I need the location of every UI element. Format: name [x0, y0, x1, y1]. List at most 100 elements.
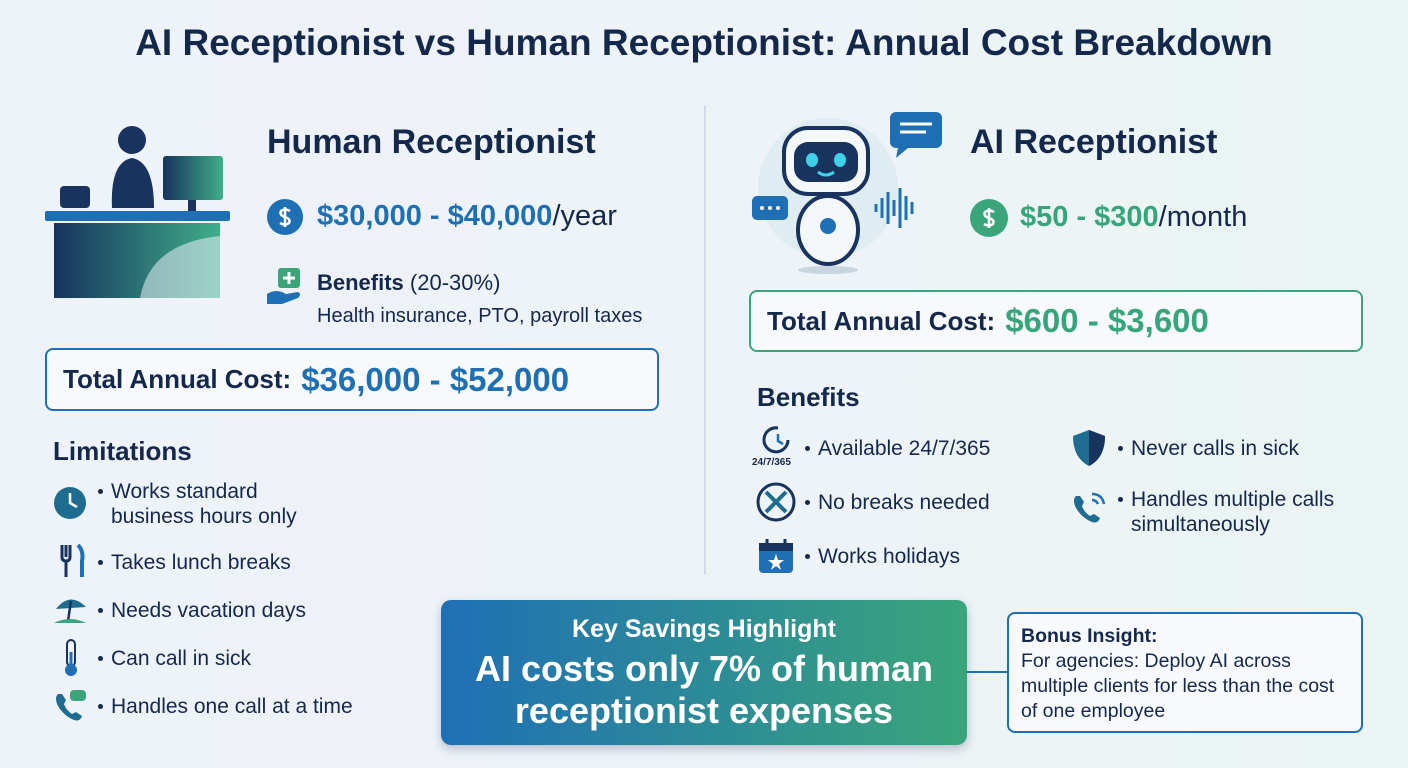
icon-shape [267, 291, 300, 304]
clock-icon [54, 487, 86, 519]
benefit-text: Handles multiple calls simultaneously [1131, 488, 1335, 536]
bullet [1118, 446, 1123, 451]
limitation-text: Needs vacation days [111, 599, 306, 622]
heading: Human Receptionist [267, 123, 596, 161]
icon-shape [900, 122, 932, 134]
benefit: No breaks needed [805, 490, 990, 515]
limitation-text: Can call in sick [111, 647, 252, 670]
limitation-text: Takes lunch breaks [111, 551, 291, 574]
benefit-text: Works holidays [818, 545, 960, 568]
bullet [98, 489, 103, 494]
thermometer-icon [65, 639, 77, 676]
icon-shape [768, 206, 772, 210]
price: $50 - $300/month [1020, 201, 1247, 234]
benefit: Works holidays [805, 544, 960, 569]
limitation: Works standard business hours only [98, 479, 328, 529]
icon-shape [56, 694, 82, 721]
icon-shape [188, 200, 196, 212]
icon-shape [76, 543, 85, 577]
icon-shape [1074, 496, 1100, 523]
icon-shape [794, 142, 858, 182]
divider [704, 105, 706, 575]
price-amount: $50 - $300 [1020, 201, 1159, 233]
icon-shape [279, 207, 291, 227]
limitation: Takes lunch breaks [98, 550, 291, 575]
insight-text: For agencies: Deploy AI across multiple … [1021, 650, 1335, 722]
connector [967, 671, 1007, 673]
no-break-icon [756, 482, 796, 522]
icon-shape [68, 493, 78, 509]
icon-shape [874, 188, 914, 228]
icon-shape [806, 153, 818, 167]
icon-shape [760, 206, 764, 210]
total-label: Total Annual Cost: [63, 364, 292, 394]
bullet [98, 608, 103, 613]
icon-shape [140, 236, 220, 298]
price-unit: /month [1158, 201, 1248, 233]
phone-icon [56, 690, 86, 721]
bullet [1118, 497, 1123, 502]
highlight-label: Key Savings Highlight [572, 615, 836, 643]
multi-call-icon [1074, 492, 1106, 523]
price-unit: /year [552, 200, 617, 232]
human-illustration [45, 126, 230, 298]
icon-shape [118, 126, 146, 154]
bullet [805, 554, 810, 559]
benefit: Never calls in sick [1118, 436, 1299, 461]
robot-illustration [752, 112, 942, 274]
icon-shape [283, 272, 295, 284]
icon-shape [65, 664, 77, 676]
bullet [805, 500, 810, 505]
icon-shape [163, 156, 223, 200]
benefits-icon [267, 268, 300, 304]
benefit: Available 24/7/365 [805, 436, 990, 461]
benefits-detail: Health insurance, PTO, payroll taxes [317, 305, 643, 327]
cutlery-icon [60, 543, 85, 577]
bullet [98, 704, 103, 709]
icon-shape [776, 206, 780, 210]
icon-shape [762, 426, 790, 454]
calendar-icon [759, 539, 793, 573]
insight-label: Bonus Insight: [1021, 625, 1158, 647]
benefits-heading: Benefits [757, 382, 860, 412]
icon-shape [1089, 430, 1105, 466]
heading: AI Receptionist [970, 123, 1218, 161]
shield-icon [1073, 430, 1105, 466]
icon-shape [69, 652, 73, 668]
icon-shape [890, 112, 942, 148]
clock-icon [762, 426, 790, 454]
icon-shape [759, 543, 793, 551]
limitations-heading: Limitations [53, 436, 192, 466]
highlight-text: AI costs only 7% of human receptionist e… [474, 648, 934, 731]
dollar-icon [267, 199, 303, 235]
icon-shape [70, 690, 86, 701]
benefits: Benefits (20-30%) [317, 270, 500, 296]
icon-shape [1091, 492, 1106, 505]
total-box: Total Annual Cost: $36,000 - $52,000 [45, 348, 659, 411]
bullet [98, 560, 103, 565]
bullet [805, 446, 810, 451]
icon-shape [798, 266, 858, 274]
benefits-label: Benefits [317, 270, 404, 295]
icon-shape [66, 600, 73, 622]
benefit-text: Available 24/7/365 [818, 437, 991, 460]
title: AI Receptionist vs Human Receptionist: A… [135, 22, 1273, 63]
limitation-text: Works standard business hours only [111, 480, 297, 528]
dollar-icon [970, 199, 1008, 237]
price: $30,000 - $40,000/year [317, 200, 617, 233]
icon-label: 24/7/365 [752, 457, 791, 468]
benefits-range: (20-30%) [409, 270, 501, 295]
icon-shape [45, 211, 230, 221]
total-value: $600 - $3,600 [1005, 302, 1209, 339]
limitation: Needs vacation days [98, 598, 306, 623]
icon-shape [983, 208, 995, 228]
limitation-text: Handles one call at a time [111, 695, 353, 718]
icon-shape [756, 482, 796, 522]
icon-shape [111, 158, 154, 208]
icon-shape [820, 218, 836, 234]
icon-shape [817, 170, 835, 177]
limitation: Can call in sick [98, 646, 251, 671]
total-value: $36,000 - $52,000 [301, 360, 570, 398]
bullet [98, 656, 103, 661]
